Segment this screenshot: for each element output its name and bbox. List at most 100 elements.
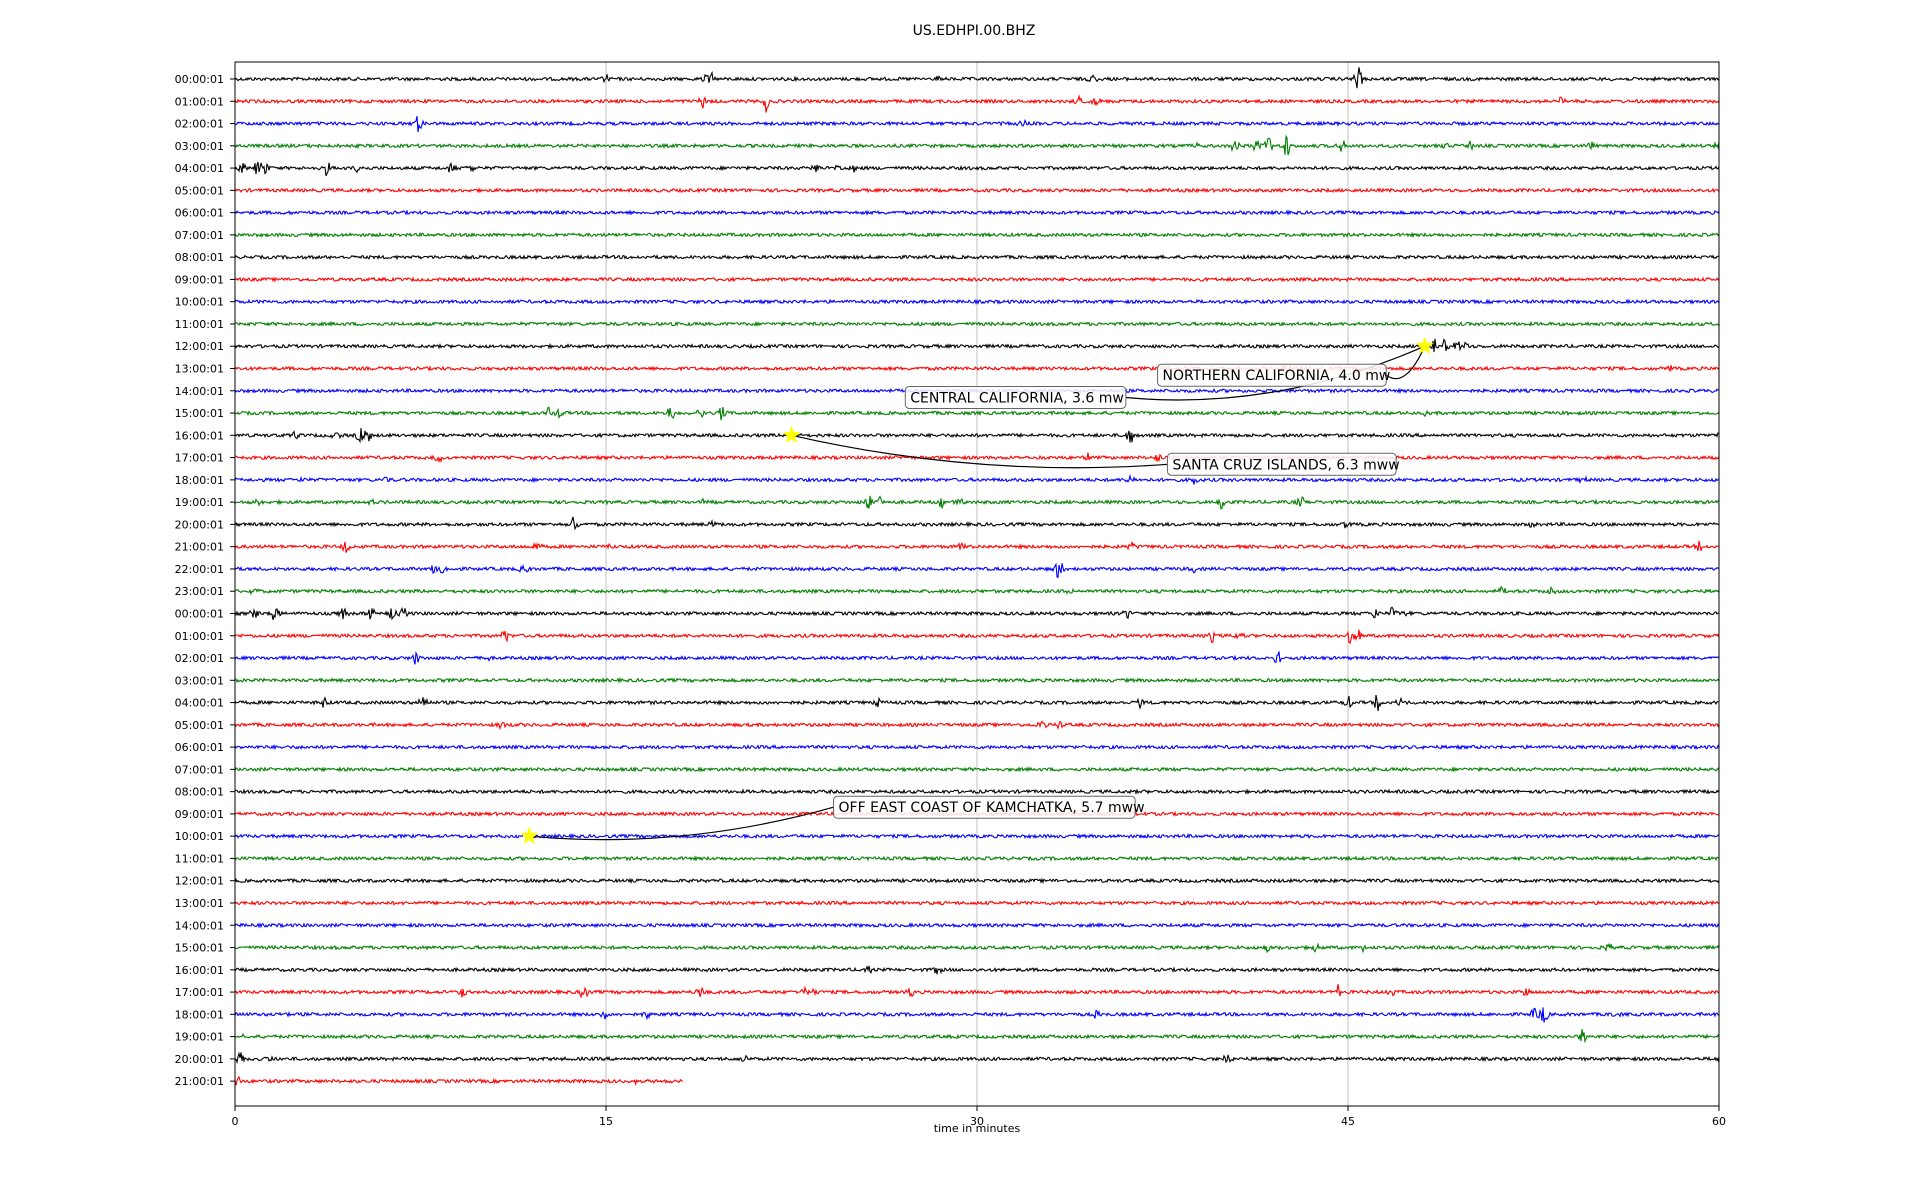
x-tick-label: 0: [232, 1115, 239, 1128]
trace-row-45: [234, 1075, 683, 1087]
y-tick-label: 17:00:01: [175, 452, 224, 465]
y-tick-label: 13:00:01: [175, 897, 224, 910]
trace-row-4: [234, 161, 1720, 177]
x-tick-label: 60: [1712, 1115, 1726, 1128]
trace-row-17: [235, 452, 1720, 464]
y-tick-label: 19:00:01: [175, 1031, 224, 1044]
x-tick-label: 15: [599, 1115, 613, 1128]
y-tick-label: 11:00:01: [175, 318, 224, 331]
trace-row-32: [234, 788, 1720, 795]
trace-row-1: [234, 94, 1720, 113]
y-tick-label: 13:00:01: [175, 363, 224, 376]
trace-row-19: [234, 495, 1720, 510]
y-tick-label: 00:00:01: [175, 607, 224, 620]
y-tick-label: 14:00:01: [175, 385, 224, 398]
plot-frame: [234, 61, 1720, 1107]
trace-row-8: [234, 253, 1720, 261]
y-tick-label: 09:00:01: [175, 273, 224, 286]
annotation-connector: [1385, 345, 1426, 380]
trace-row-22: [234, 562, 1720, 579]
y-tick-label: 02:00:01: [175, 118, 224, 131]
y-tick-label: 23:00:01: [175, 585, 224, 598]
trace-row-41: [234, 984, 1720, 999]
y-tick-label: 20:00:01: [175, 518, 224, 531]
event-star-marker: [520, 826, 539, 845]
trace-row-44: [234, 1051, 1720, 1064]
trace-row-23: [234, 585, 1720, 596]
y-tick-label: 15:00:01: [175, 942, 224, 955]
y-tick-label: 11:00:01: [175, 852, 224, 865]
trace-row-5: [234, 187, 1720, 194]
y-tick-label: 05:00:01: [175, 719, 224, 732]
annotation-box: [1166, 452, 1397, 476]
event-star-marker: [1415, 336, 1434, 355]
annotation-box: [833, 795, 1136, 819]
y-tick-label: 21:00:01: [175, 541, 224, 554]
annotation-label: OFF EAST COAST OF KAMCHATKA, 5.7 mww: [839, 800, 1145, 816]
trace-row-43: [234, 1029, 1720, 1044]
y-tick-labels: 00:00:01 01:00:01 02:00:01 03:00:01 04:00:01…: [175, 73, 235, 1088]
y-tick-label: 16:00:01: [175, 429, 224, 442]
annotation-box: [904, 385, 1127, 409]
y-tick-label: 09:00:01: [175, 808, 224, 821]
trace-row-18: [234, 473, 1720, 485]
y-tick-label: 06:00:01: [175, 207, 224, 220]
trace-row-2: [234, 115, 1720, 133]
y-tick-label: 12:00:01: [175, 340, 224, 353]
annotation-connector: [1125, 345, 1425, 401]
trace-row-39: [234, 942, 1720, 954]
seismic-traces: [234, 67, 1720, 1087]
x-tick-label: 30: [970, 1115, 984, 1128]
chart-title: US.EDHPI.00.BHZ: [913, 23, 1036, 39]
annotation-label: SANTA CRUZ ISLANDS, 6.3 mww: [1172, 457, 1399, 473]
annotation-box: [1157, 363, 1387, 387]
y-tick-label: 20:00:01: [175, 1053, 224, 1066]
trace-row-20: [234, 516, 1720, 531]
y-tick-label: 07:00:01: [175, 229, 224, 242]
y-tick-label: 22:00:01: [175, 563, 224, 576]
y-tick-label: 16:00:01: [175, 964, 224, 977]
annotation-label: NORTHERN CALIFORNIA, 4.0 mw: [1163, 368, 1391, 384]
y-tick-label: 18:00:01: [175, 1008, 224, 1021]
trace-row-27: [234, 677, 1720, 684]
y-tick-label: 18:00:01: [175, 474, 224, 487]
trace-row-16: [234, 428, 1720, 444]
trace-row-11: [235, 320, 1720, 328]
y-tick-label: 01:00:01: [175, 630, 224, 643]
y-tick-label: 17:00:01: [175, 986, 224, 999]
trace-row-29: [234, 720, 1720, 731]
event-annotations: NORTHERN CALIFORNIA, 4.0 mw CENTRAL CALIF…: [520, 336, 1434, 845]
event-star-marker: [782, 425, 801, 444]
y-tick-label: 02:00:01: [175, 652, 224, 665]
trace-row-26: [234, 651, 1720, 665]
trace-row-34: [234, 832, 1720, 840]
y-tick-label: 06:00:01: [175, 741, 224, 754]
y-tick-label: 01:00:01: [175, 95, 224, 108]
y-tick-label: 10:00:01: [175, 296, 224, 309]
y-tick-label: 08:00:01: [175, 251, 224, 264]
annotation-connector: [791, 434, 1168, 469]
trace-row-35: [234, 855, 1720, 862]
y-tick-label: 04:00:01: [175, 162, 224, 175]
y-tick-label: 03:00:01: [175, 140, 224, 153]
x-axis-ticks: 0 15 30 45 60: [232, 1106, 1726, 1128]
annotation-connector: [529, 806, 834, 841]
trace-row-37: [234, 899, 1720, 907]
trace-row-10: [234, 298, 1720, 305]
x-axis-label: time in minutes: [934, 1122, 1021, 1135]
trace-row-21: [234, 540, 1720, 553]
trace-row-9: [234, 276, 1720, 283]
y-tick-label: 10:00:01: [175, 830, 224, 843]
y-tick-label: 03:00:01: [175, 674, 224, 687]
y-tick-label: 05:00:01: [175, 184, 224, 197]
y-tick-label: 21:00:01: [175, 1075, 224, 1088]
trace-row-12: [234, 338, 1720, 353]
annotation-label: CENTRAL CALIFORNIA, 3.6 mw: [910, 390, 1124, 406]
trace-row-42: [234, 1007, 1720, 1023]
y-tick-label: 00:00:01: [175, 73, 224, 86]
y-tick-label: 19:00:01: [175, 496, 224, 509]
trace-row-15: [234, 406, 1720, 421]
trace-row-13: [234, 363, 1720, 374]
y-tick-label: 14:00:01: [175, 919, 224, 932]
